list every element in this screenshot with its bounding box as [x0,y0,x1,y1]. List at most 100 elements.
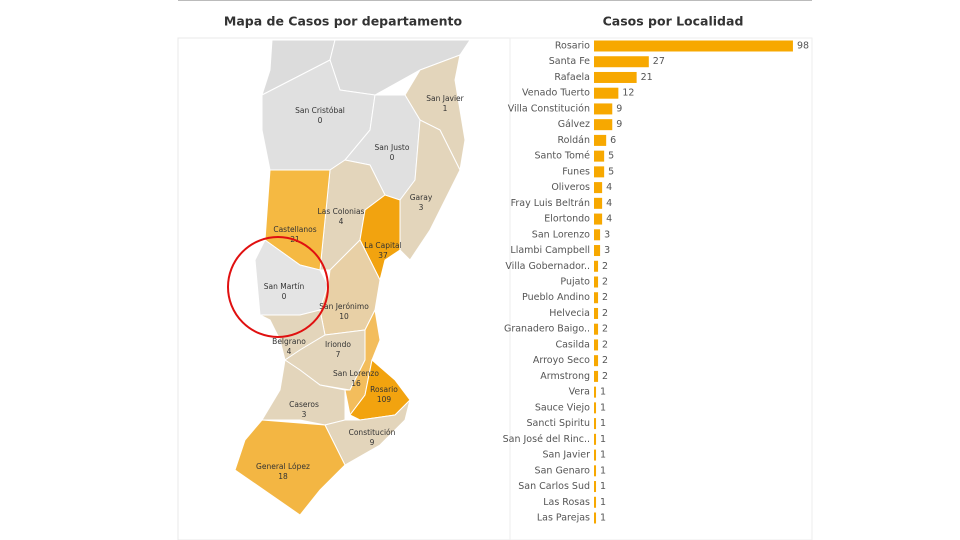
department-value: 0 [318,116,323,125]
category-label: Armstrong [540,371,590,382]
value-label: 1 [600,418,606,429]
category-label: Gálvez [558,119,590,130]
bar [594,229,601,241]
value-label: 1 [600,402,606,413]
department-name: Iriondo [325,340,351,349]
value-label: 1 [600,497,606,508]
category-label: Llambi Campbell [510,245,590,256]
department-value: 0 [390,153,395,162]
map-title: Mapa de Casos por departamento [224,14,463,29]
value-label: 3 [604,245,610,256]
value-label: 1 [600,481,606,492]
department-value: 10 [339,312,349,321]
department-value: 4 [339,217,344,226]
map [234,39,471,516]
value-label: 2 [602,324,608,335]
category-label: Rosario [555,41,590,52]
value-label: 4 [606,214,612,225]
bar [594,87,619,99]
category-label: Oliveros [551,182,590,193]
chart-title: Casos por Localidad [603,14,744,29]
bar [594,307,599,319]
value-label: 1 [600,513,606,524]
value-label: 5 [608,151,614,162]
value-label: 2 [602,277,608,288]
value-label: 6 [610,135,616,146]
category-label: San Genaro [535,465,591,476]
category-label: Villa Gobernador.. [505,261,590,272]
department-value: 4 [287,347,292,356]
value-label: 2 [602,339,608,350]
value-label: 2 [602,371,608,382]
value-label: 5 [608,166,614,177]
department-name: Belgrano [272,337,306,346]
category-label: Fray Luis Beltrán [511,198,590,209]
value-label: 1 [600,465,606,476]
department-name: Rosario [370,385,398,394]
category-label: Elortondo [544,214,590,225]
value-label: 27 [653,56,665,67]
bar [594,197,603,209]
bar [594,213,603,225]
bar [594,496,597,508]
department-value: 16 [351,379,361,388]
department-name: San Javier [426,94,464,103]
category-label: Pueblo Andino [522,292,590,303]
bar [594,260,599,272]
department-value: 3 [302,410,307,419]
department-value: 0 [282,292,287,301]
bar [594,370,599,382]
department-name: Caseros [289,400,319,409]
value-label: 9 [616,103,622,114]
value-label: 1 [600,387,606,398]
bar [594,355,599,367]
category-label: Helvecia [549,308,590,319]
value-label: 1 [600,434,606,445]
bar [594,166,605,178]
department-name: Las Colonias [318,207,365,216]
category-label: Las Parejas [537,513,590,524]
category-label: Rafaela [554,72,590,83]
bar [594,481,597,493]
value-label: 4 [606,182,612,193]
category-label: San Javier [542,450,590,461]
department-value: 9 [370,438,375,447]
category-label: Sancti Spiritu [527,418,590,429]
department-name: Garay [410,193,433,202]
category-label: Santo Tomé [534,151,590,162]
department-name: San Cristóbal [295,106,345,115]
department-name: La Capital [364,241,401,250]
bar [594,150,605,162]
category-label: Roldán [558,135,591,146]
bar [594,245,601,257]
department-value: 1 [443,104,448,113]
category-label: Villa Constitución [508,103,590,114]
department-name: Castellanos [273,225,316,234]
department-name: San Jerónimo [319,302,369,311]
bar [594,449,597,461]
value-label: 12 [622,88,634,99]
chart-frame [509,37,813,540]
category-label: Venado Tuerto [522,88,590,99]
bar [594,512,597,524]
bar [594,182,603,194]
department [234,419,346,516]
category-label: Funes [562,166,590,177]
department-value: 3 [419,203,424,212]
category-label: Vera [569,387,590,398]
category-label: San Lorenzo [532,229,590,240]
bar [594,71,637,83]
bar [594,134,607,146]
bar [594,323,599,335]
bar [594,465,597,477]
department-name: Constitución [349,428,396,437]
department-value: 109 [377,395,392,404]
bar [594,433,597,445]
category-label: Santa Fe [549,56,590,67]
category-label: Arroyo Seco [533,355,590,366]
category-label: San Carlos Sud [518,481,590,492]
value-label: 2 [602,261,608,272]
bar [594,339,599,351]
department-value: 37 [378,251,388,260]
